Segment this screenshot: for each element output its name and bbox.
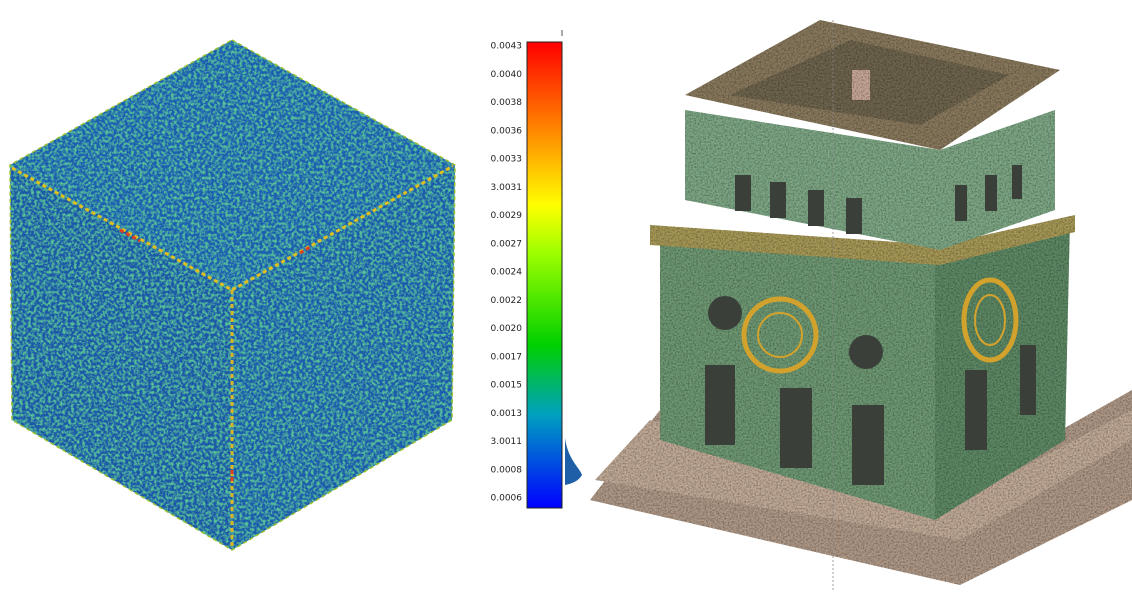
colorbar-tick-label: 3.0011 bbox=[491, 437, 523, 447]
colorbar-tick-label: 0.0008 bbox=[491, 465, 523, 475]
window bbox=[1012, 165, 1022, 199]
window bbox=[770, 182, 786, 218]
window bbox=[1020, 345, 1036, 415]
colorbar-tick-label: 0.0027 bbox=[491, 239, 523, 249]
building-point-cloud bbox=[590, 20, 1132, 585]
histogram bbox=[565, 438, 582, 485]
colorbar-tick-label: 0.0020 bbox=[491, 324, 523, 334]
cube-left-face bbox=[10, 165, 232, 550]
window bbox=[808, 190, 824, 226]
window bbox=[852, 405, 884, 485]
colorbar-tick-label: 0.0038 bbox=[491, 98, 523, 108]
colorbar-tick-label: 0.0033 bbox=[491, 155, 523, 165]
colorbar-tick-label: 0.0006 bbox=[491, 494, 523, 504]
clock bbox=[741, 296, 819, 374]
oculus bbox=[708, 296, 742, 330]
window bbox=[985, 175, 997, 211]
point-cloud-cube bbox=[10, 40, 455, 550]
colorbar-tick-label: 0.0040 bbox=[491, 70, 523, 80]
colorbar-ticks: 0.0043 0.0040 0.0038 0.0036 0.0033 3.0031 0.00… bbox=[491, 42, 523, 504]
colorbar-tick-label: 0.0015 bbox=[491, 381, 523, 391]
clocks bbox=[741, 277, 1019, 374]
window bbox=[735, 175, 751, 211]
colorbar-tick-label: 0.0029 bbox=[491, 211, 523, 221]
colorbar-tick-label: 0.0043 bbox=[491, 42, 523, 52]
chimney bbox=[852, 70, 870, 100]
clock-dial bbox=[757, 312, 803, 358]
colorbar-tick-label: 0.0017 bbox=[491, 352, 523, 362]
cube-edges bbox=[9, 39, 456, 551]
window bbox=[780, 388, 812, 468]
cube-outline bbox=[9, 39, 456, 551]
window bbox=[965, 370, 987, 450]
cornice bbox=[650, 215, 1075, 265]
window bbox=[955, 185, 967, 221]
clock bbox=[961, 277, 1019, 363]
windows bbox=[705, 165, 1036, 485]
oculus bbox=[849, 335, 883, 369]
colorbar-tick-label: 0.0022 bbox=[491, 296, 523, 306]
colorbar-tick-label: 0.0036 bbox=[491, 126, 523, 136]
cube-right-face bbox=[232, 165, 455, 550]
colorbar-tick-label: 0.0013 bbox=[491, 409, 523, 419]
colorbar-tick-label: 0.0024 bbox=[491, 268, 523, 278]
window bbox=[846, 198, 862, 234]
cube-edge-hot bbox=[119, 228, 313, 482]
colorbar-tick-label: 3.0031 bbox=[491, 183, 523, 193]
cube-top-face bbox=[10, 40, 455, 290]
clock-dial bbox=[974, 294, 1006, 346]
window bbox=[705, 365, 735, 445]
colorbar bbox=[526, 41, 563, 509]
cube-edge bbox=[11, 164, 454, 292]
